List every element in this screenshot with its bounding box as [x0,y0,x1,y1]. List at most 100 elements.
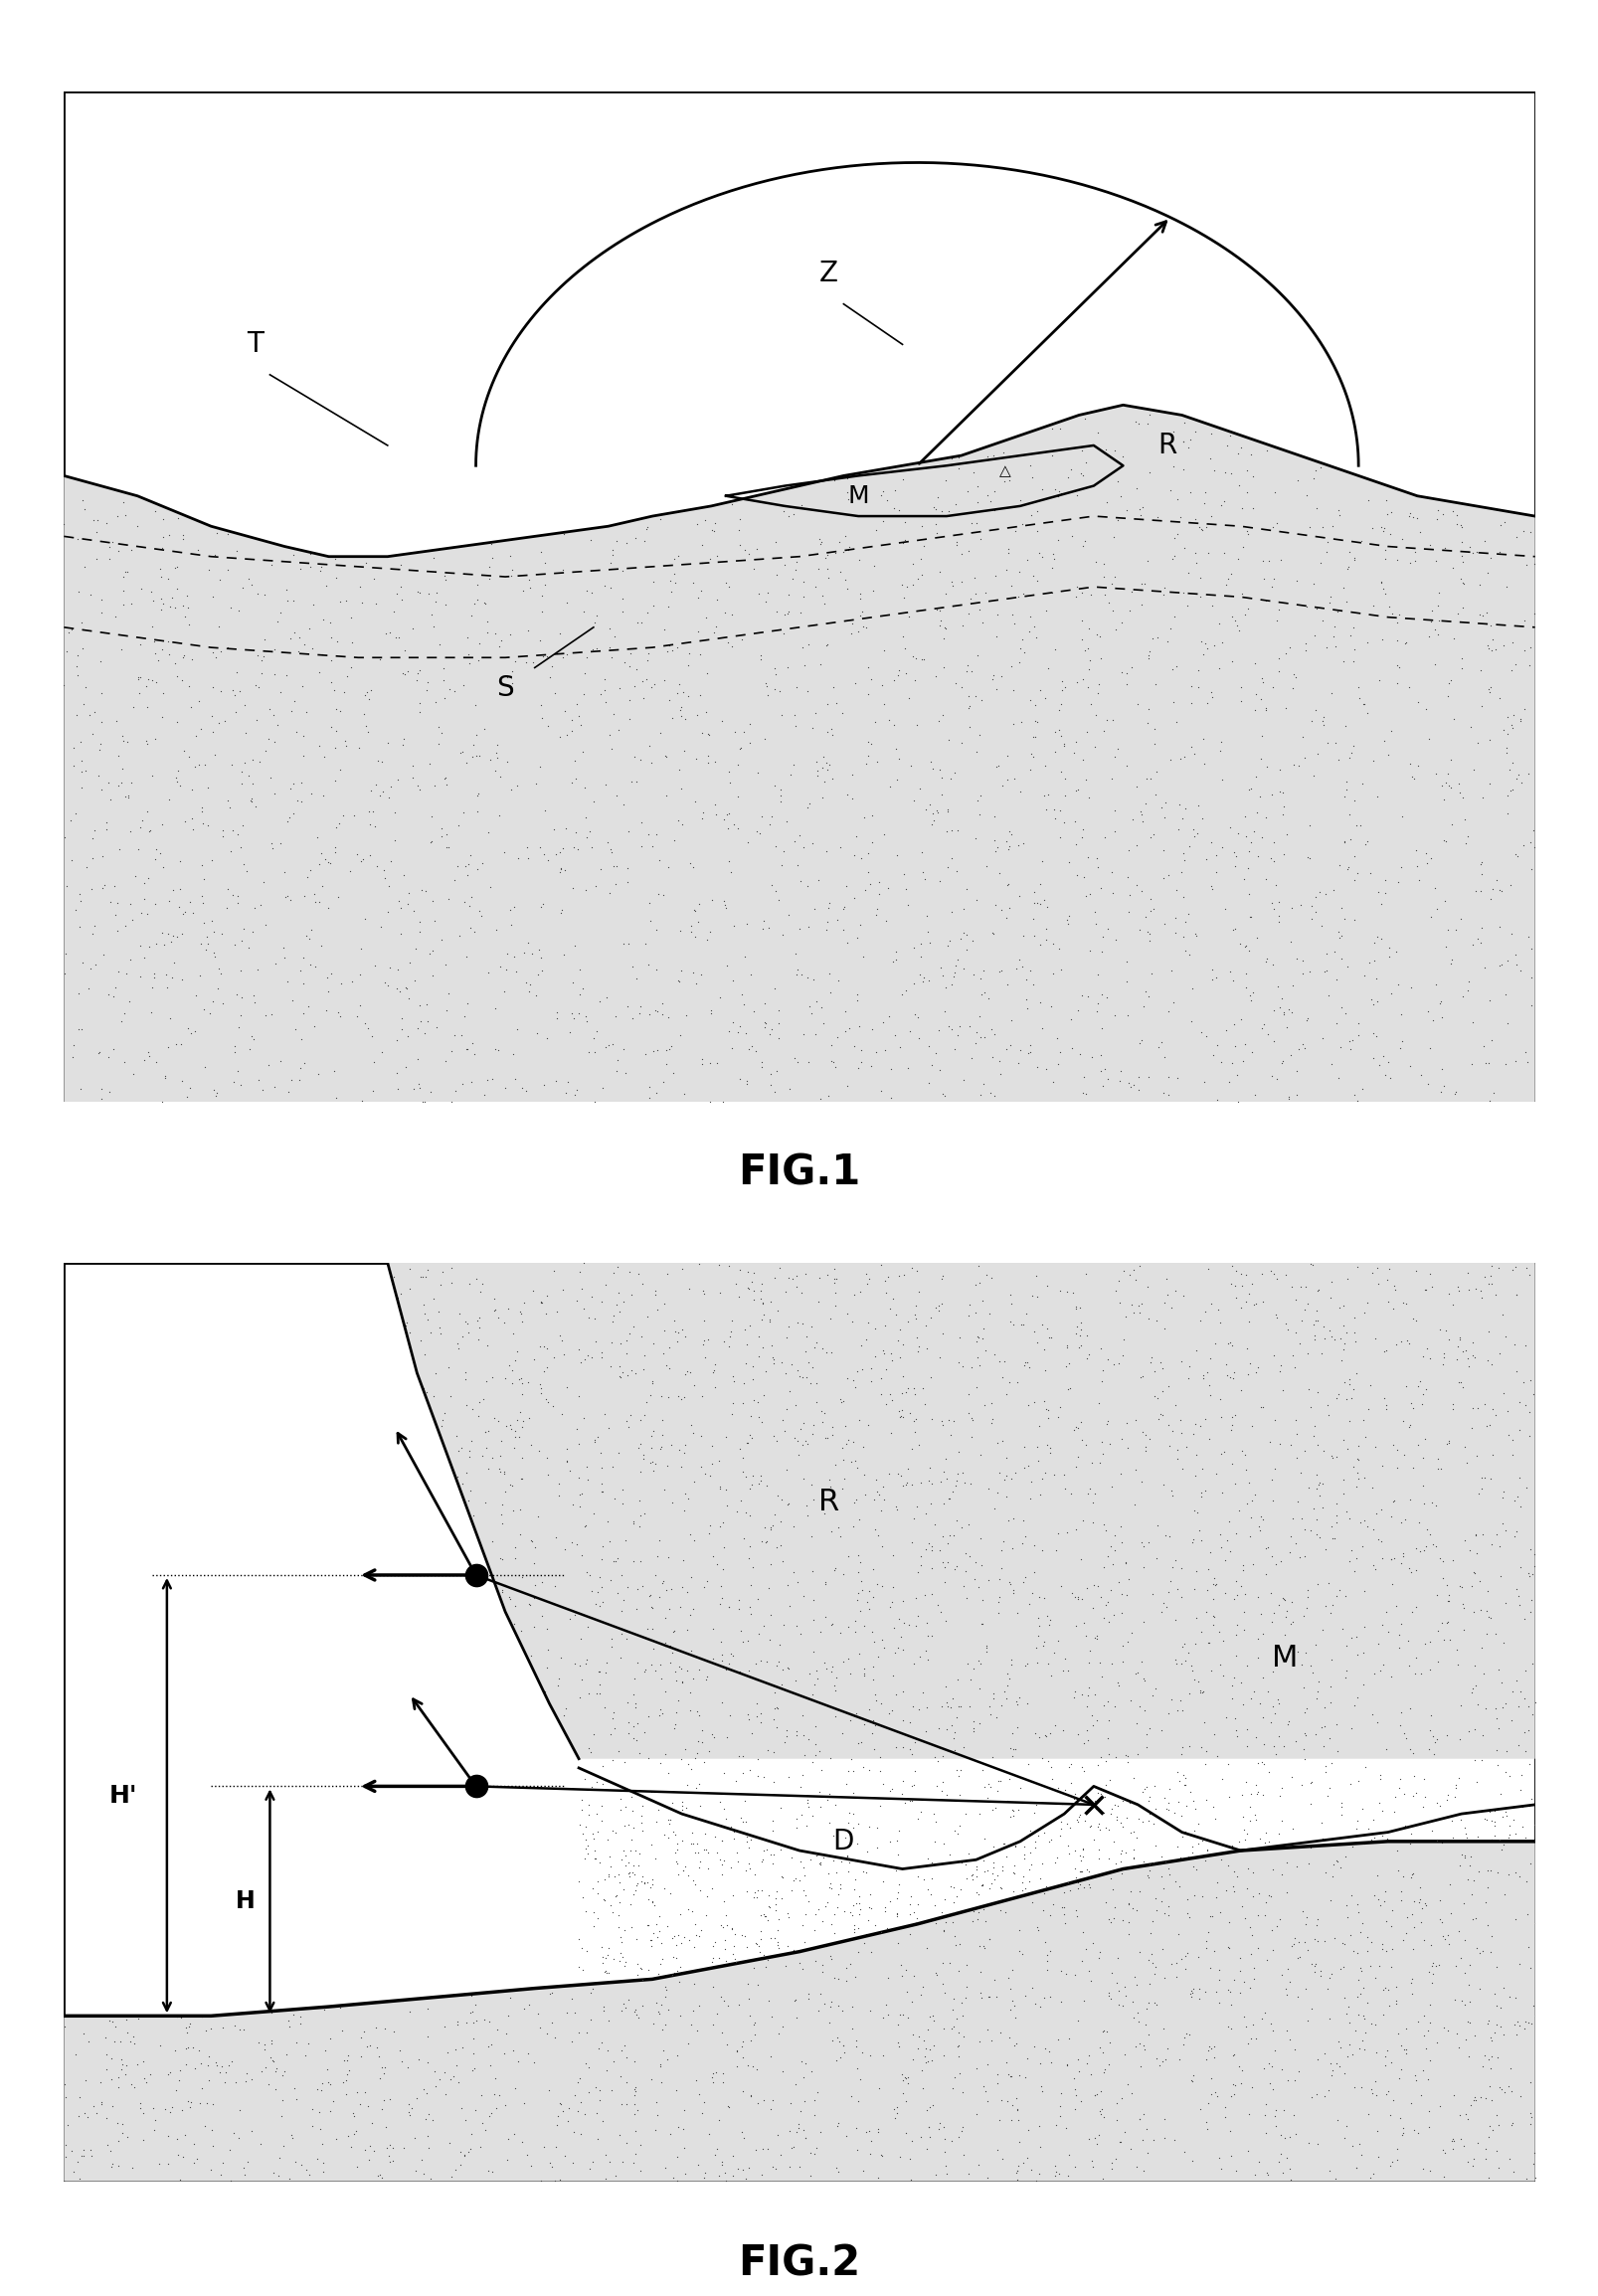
Point [713,1906,738,1942]
Point [1505,2030,1531,2066]
Point [257,760,283,797]
Point [1267,542,1293,579]
Point [1018,496,1043,533]
Point [66,2096,91,2133]
Point [917,1486,943,1522]
Point [1387,1851,1413,1887]
Point [912,1495,938,1531]
Point [562,1072,588,1109]
Point [932,608,957,645]
Point [577,2126,602,2163]
Point [1400,1389,1425,1426]
Point [99,2144,125,2181]
Point [1304,1272,1330,1309]
Point [783,544,809,581]
Point [783,2000,809,2037]
Point [601,1857,626,1894]
Point [663,1981,689,2018]
Point [113,2055,139,2092]
Point [1502,1828,1528,1864]
Point [529,700,555,737]
Point [1195,1913,1221,1949]
Point [1451,1522,1477,1559]
Point [1186,2002,1211,2039]
Point [842,1862,868,1899]
Point [983,670,1008,707]
Point [799,1414,825,1451]
Point [1151,1961,1176,1998]
Point [973,439,999,475]
Point [684,2011,710,2048]
Point [741,2131,767,2167]
Point [447,735,473,771]
Point [1206,1894,1232,1931]
Point [1186,1970,1211,2007]
Point [957,581,983,618]
Point [77,696,102,732]
Point [1261,1729,1286,1766]
Point [994,530,1020,567]
Point [690,1325,716,1362]
Point [449,1318,475,1355]
Point [1015,1747,1040,1784]
Point [938,2124,964,2161]
Point [617,1254,642,1290]
Point [371,852,396,889]
Point [1229,528,1254,565]
Point [721,2043,746,2080]
Point [793,1896,818,1933]
Point [407,1322,433,1359]
Point [182,748,208,785]
Point [1053,2032,1079,2069]
Point [540,1339,566,1375]
Point [534,1295,559,1332]
Point [829,1469,855,1506]
Point [610,1871,636,1908]
Point [1143,2041,1168,2078]
Point [992,2043,1018,2080]
Point [1429,1917,1454,1954]
Point [1347,1871,1373,1908]
Point [1481,1807,1507,1844]
Point [668,1791,694,1828]
Point [633,512,658,549]
Point [1379,2037,1405,2073]
Point [1050,1653,1075,1690]
Point [1325,2048,1350,2085]
Point [988,2115,1013,2151]
Point [765,2007,791,2043]
Point [315,960,340,996]
Point [930,1258,956,1295]
Point [591,1860,617,1896]
Point [294,693,320,730]
Point [1127,792,1152,829]
Point [1400,1883,1425,1919]
Point [622,739,647,776]
Point [1507,1550,1532,1587]
Point [1477,2018,1502,2055]
Point [463,850,489,886]
Point [770,597,796,634]
Point [786,1862,812,1899]
Point [649,1428,674,1465]
Point [935,794,960,831]
Point [850,608,876,645]
Point [1214,2009,1240,2046]
Point [1176,420,1202,457]
Point [796,987,821,1024]
Point [593,767,618,804]
Point [508,1460,534,1497]
Point [561,2076,586,2112]
Point [1294,1336,1320,1373]
Point [820,1841,845,1878]
Point [911,1577,936,1614]
Point [1285,2108,1310,2144]
Point [785,2099,810,2135]
Point [596,875,622,912]
Point [1493,735,1518,771]
Point [823,2014,849,2050]
Point [542,1063,567,1100]
Point [1457,1045,1483,1081]
Point [1272,2119,1298,2156]
Point [1016,1587,1042,1623]
